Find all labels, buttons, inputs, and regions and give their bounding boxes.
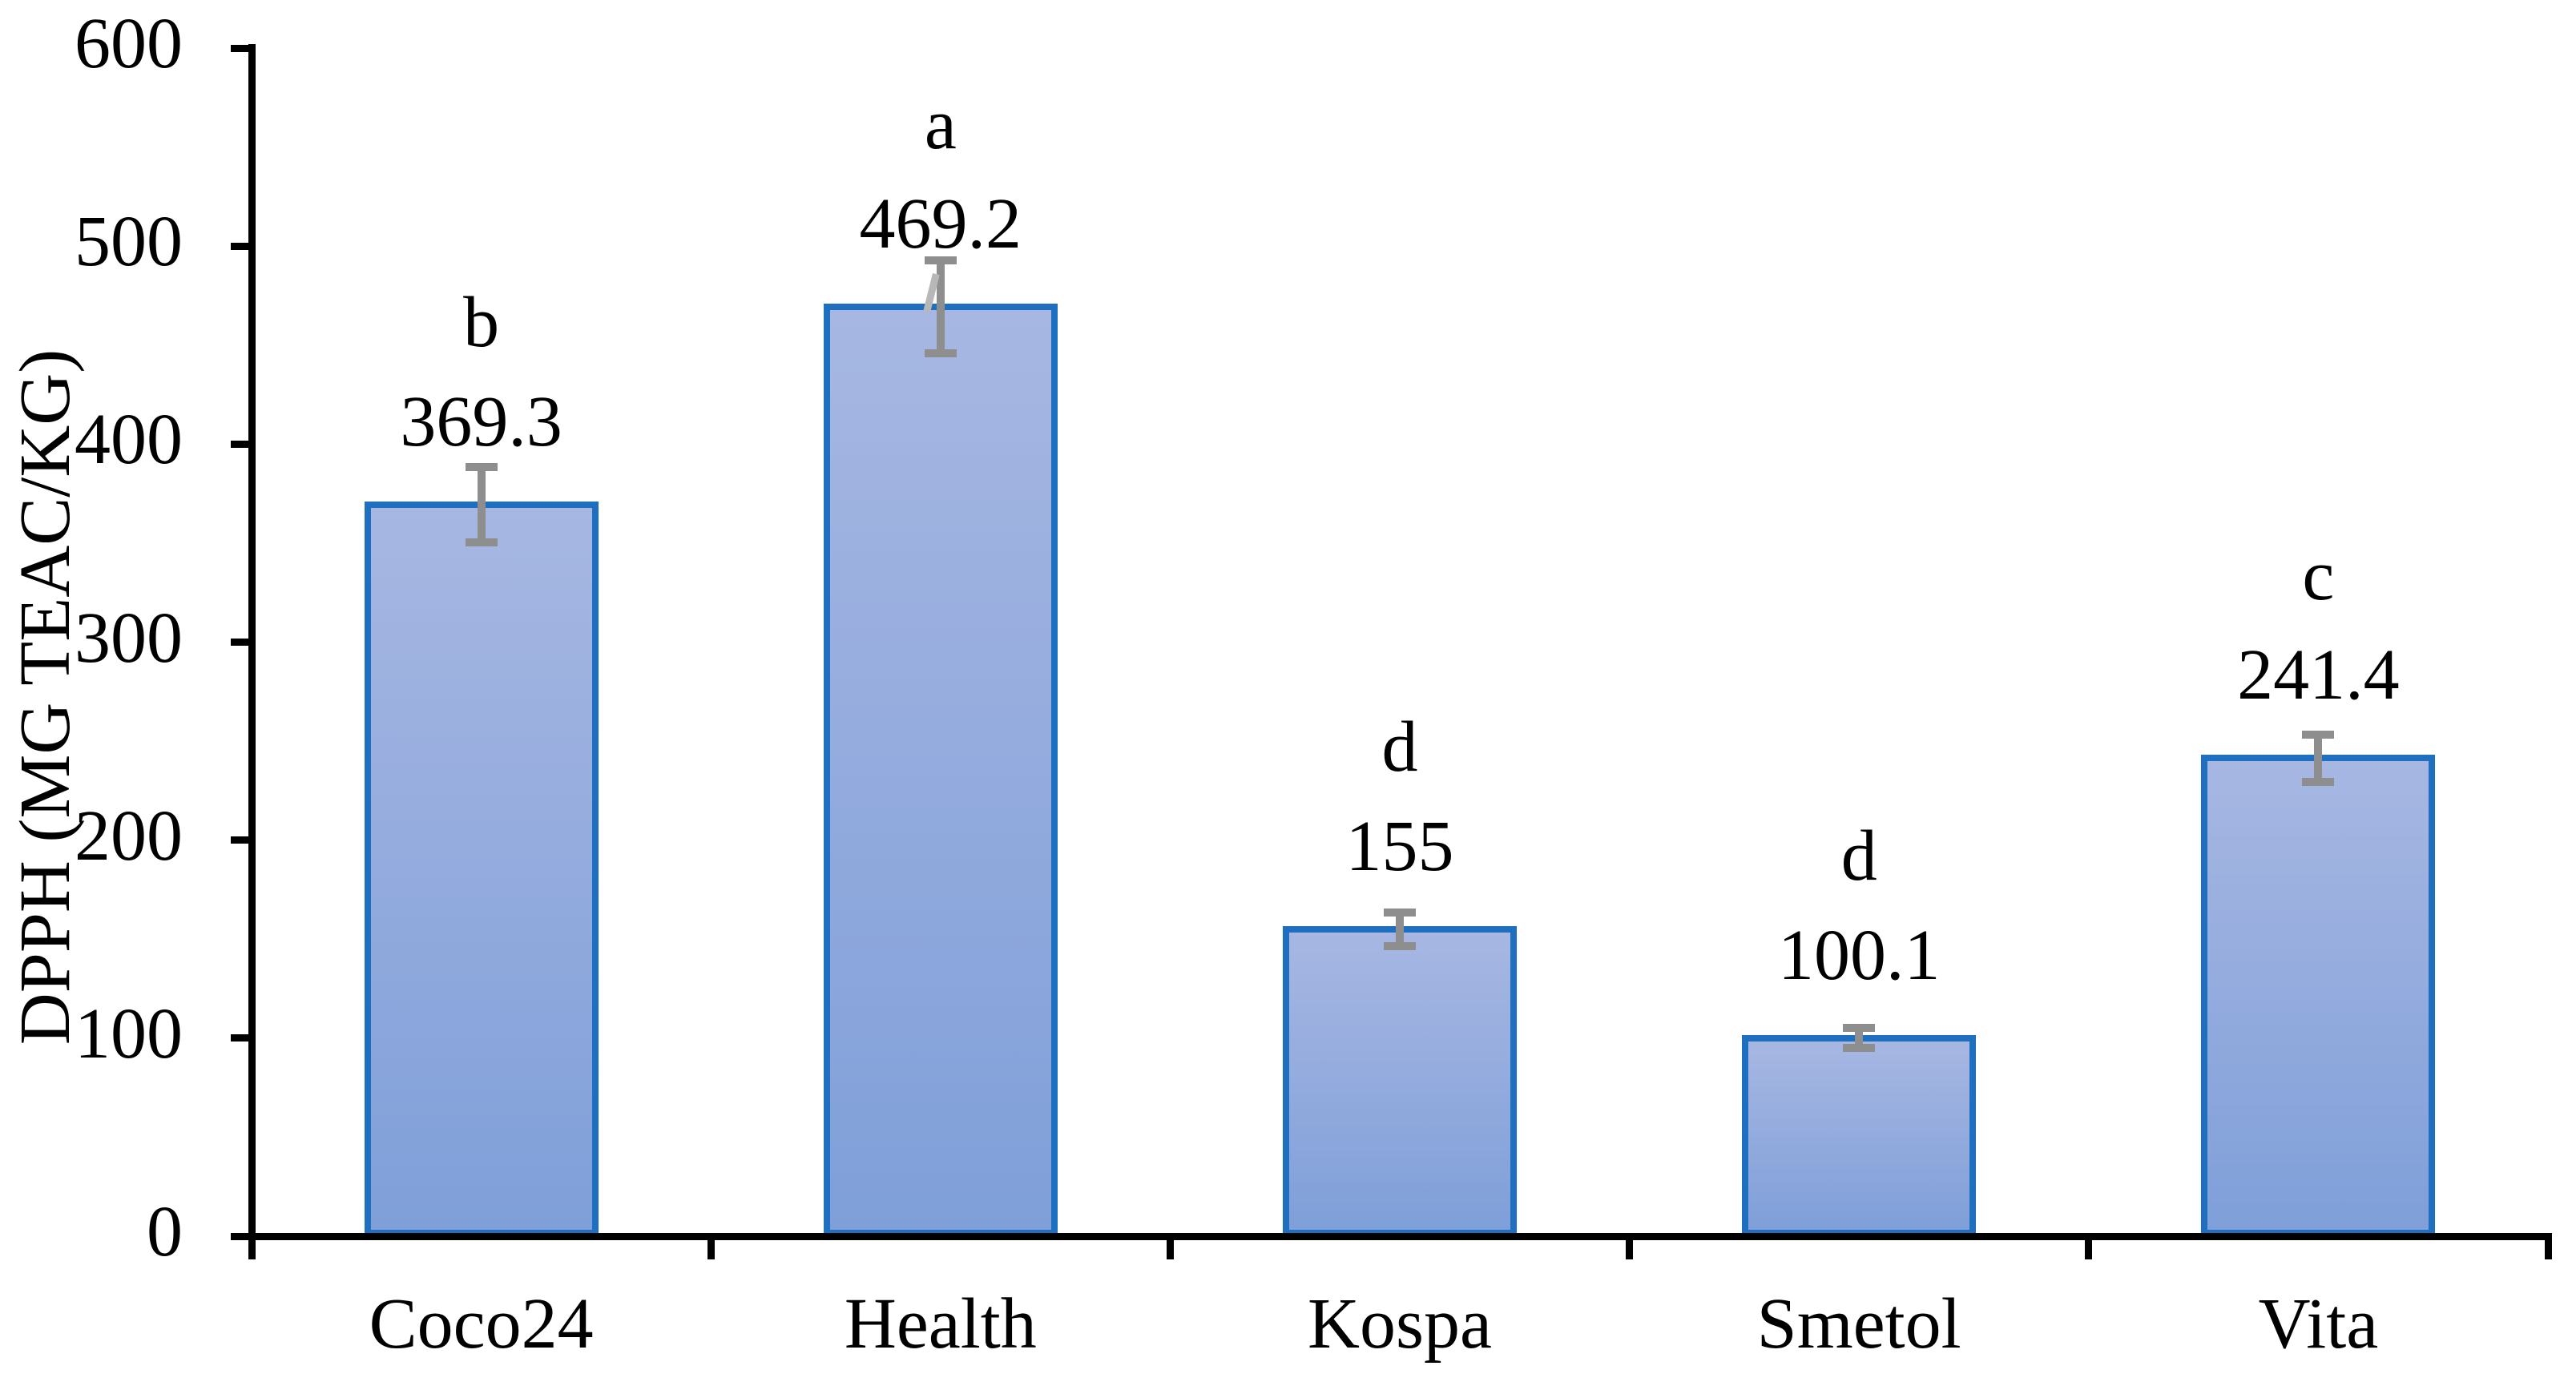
error-bar-line	[1396, 912, 1404, 946]
error-bar-cap-bottom	[465, 538, 498, 547]
x-tick	[248, 1236, 256, 1259]
x-category-label: Kospa	[1308, 1284, 1492, 1364]
error-bar-cap-top	[1384, 908, 1416, 917]
bar-vita	[2201, 755, 2436, 1236]
error-bar-line	[936, 260, 945, 354]
value-label: 155	[1345, 806, 1454, 886]
y-tick-label: 200	[75, 796, 183, 876]
x-tick	[2085, 1236, 2093, 1259]
error-bar-cap-bottom	[1843, 1043, 1876, 1052]
y-axis-line	[248, 44, 256, 1259]
error-bar-line	[1855, 1028, 1864, 1048]
x-category-label: Coco24	[369, 1284, 594, 1364]
y-tick-label: 300	[75, 598, 183, 678]
y-tick-label: 400	[75, 400, 183, 480]
significance-letter: b	[463, 283, 500, 363]
significance-letter: d	[1840, 816, 1877, 896]
bar-kospa	[1283, 925, 1517, 1236]
y-tick	[231, 242, 252, 250]
x-category-label: Smetol	[1756, 1284, 1961, 1364]
bar-health	[823, 304, 1058, 1236]
error-bar-cap-bottom	[1384, 941, 1416, 950]
y-tick	[231, 1232, 252, 1240]
value-label: 241.4	[2237, 635, 2400, 715]
y-tick	[231, 1034, 252, 1042]
y-tick	[231, 836, 252, 844]
significance-letter: a	[924, 85, 957, 165]
x-category-label: Health	[844, 1284, 1037, 1364]
error-bar-cap-top	[924, 256, 957, 265]
y-tick	[231, 639, 252, 646]
y-tick	[231, 440, 252, 448]
y-tick-label: 500	[75, 202, 183, 282]
y-tick-label: 0	[147, 1192, 183, 1271]
x-axis-line	[248, 1232, 2552, 1240]
significance-letter: d	[1381, 707, 1418, 787]
error-bar-line	[477, 467, 486, 543]
error-bar-cap-bottom	[2302, 777, 2335, 786]
error-bar-cap-top	[465, 463, 498, 472]
error-bar-cap-bottom	[924, 349, 957, 358]
bar-coco24	[364, 502, 599, 1236]
error-bar-line	[2314, 734, 2323, 782]
x-tick	[2544, 1236, 2552, 1259]
y-tick-label: 100	[75, 993, 183, 1074]
x-tick	[1626, 1236, 1634, 1259]
significance-letter: c	[2302, 536, 2335, 616]
value-label: 369.3	[400, 382, 562, 462]
x-tick	[707, 1236, 715, 1259]
value-label: 100.1	[1777, 915, 1941, 995]
y-tick-label: 600	[75, 4, 183, 83]
value-label: 469.2	[859, 184, 1022, 264]
bar-smetol	[1742, 1034, 1977, 1236]
y-tick	[231, 44, 252, 52]
error-bar-cap-top	[2302, 730, 2335, 739]
x-tick	[1166, 1236, 1174, 1259]
error-bar-cap-top	[1843, 1024, 1876, 1033]
x-category-label: Vita	[2258, 1284, 2379, 1364]
